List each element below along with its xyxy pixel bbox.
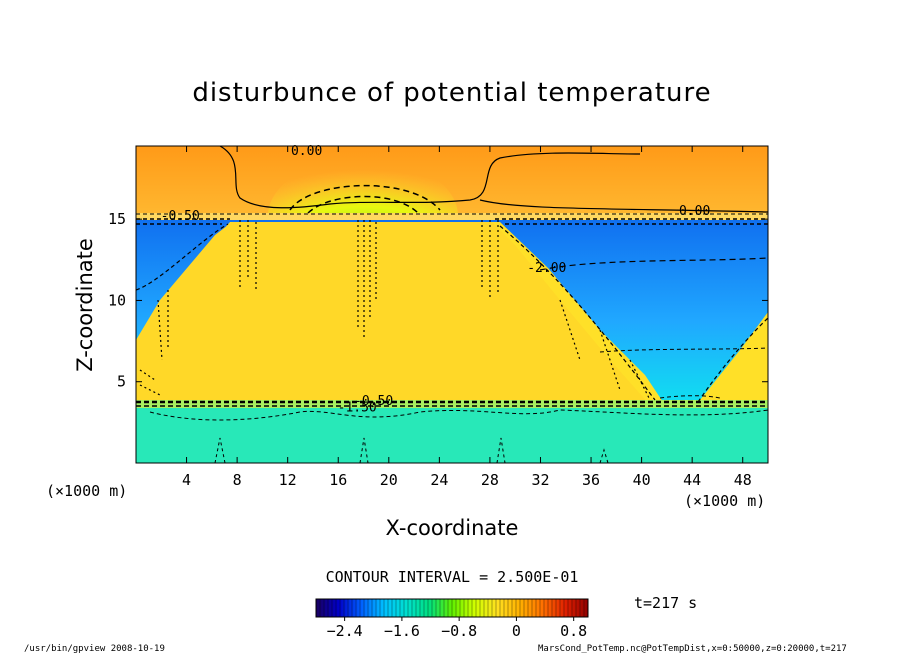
y-tick-label: 5 [117, 373, 126, 391]
time-label: t=217 s [634, 594, 697, 612]
colorbar-ticks: −2.4 −1.6 −0.8 0 0.8 [327, 617, 587, 640]
contour-label: -1.50 [338, 401, 377, 416]
colorbar-tick-label: −0.8 [441, 622, 477, 640]
colorbar-stripes [315, 599, 589, 617]
x-unit-right: (×1000 m) [684, 492, 765, 510]
colorbar-tick-label: 0 [512, 622, 521, 640]
contour-dome-inner [307, 195, 419, 214]
colorbar-tick-label: 0.8 [560, 622, 587, 640]
colorbar-tick-label: −2.4 [327, 622, 363, 640]
colorbar-tick-label: −1.6 [384, 622, 420, 640]
x-tick-label: 8 [233, 471, 242, 489]
x-axis-title: X-coordinate [386, 516, 519, 540]
contour-cold-1 [539, 257, 768, 271]
x-tick-label: 32 [531, 471, 549, 489]
contour-spikes [214, 437, 609, 463]
y-axis-title: Z-coordinate [73, 238, 97, 372]
bottom-interface [136, 400, 768, 408]
interface-band [136, 213, 768, 220]
colorbar: −2.4 −1.6 −0.8 0 0.8 [315, 598, 589, 640]
x-tick-label: 40 [633, 471, 651, 489]
y-tick-label: 15 [108, 210, 126, 228]
x-tick-label: 36 [582, 471, 600, 489]
x-tick-label: 16 [329, 471, 347, 489]
contour-zero-top [219, 146, 641, 209]
contour-labels: 0.000.00-0.50-2.00-0.50-1.50 [161, 144, 711, 416]
contour-label: 0.00 [679, 204, 710, 219]
contour-left-slope [136, 223, 229, 291]
footer-right: MarsCond_PotTemp.nc@PotTempDist,x=0:5000… [538, 644, 847, 654]
x-tick-label: 4 [182, 471, 191, 489]
bottom-layer [136, 405, 768, 463]
contour-dome-outer [289, 184, 441, 211]
footer-left: /usr/bin/gpview 2008-10-19 [24, 644, 165, 654]
x-tick-label: 20 [380, 471, 398, 489]
x-tick-label: 12 [279, 471, 297, 489]
contour-label: -0.50 [161, 209, 200, 224]
y-tick-label: 10 [108, 291, 126, 309]
contour-label: -0.50 [354, 394, 393, 409]
warm-body-core [136, 222, 650, 405]
y-axis-ticks: 5 10 15 [108, 210, 768, 391]
contour-cold-2 [599, 347, 768, 353]
heatmap-field [136, 146, 768, 463]
contour-right-wedge [697, 317, 768, 403]
contour-label: 0.00 [291, 144, 322, 159]
x-axis-ticks: 4 8 12 16 20 24 28 32 36 40 44 48 [182, 146, 752, 489]
plot-frame [135, 145, 769, 464]
chart-title: disturbunce of potential temperature [192, 78, 711, 108]
contour-bottom-wavy [149, 409, 768, 421]
x-unit-left: (×1000 m) [46, 482, 127, 500]
right-warm-wedge [696, 312, 768, 405]
contour-interval-text: CONTOUR INTERVAL = 2.500E-01 [326, 568, 579, 586]
x-tick-label: 48 [734, 471, 752, 489]
contour-right-slope [499, 225, 656, 401]
convective-plumes [139, 220, 651, 401]
contour-label: -2.00 [527, 261, 566, 276]
contour-cold-3 [659, 395, 721, 399]
x-tick-label: 24 [430, 471, 448, 489]
contour-zero-right [479, 199, 768, 213]
x-tick-label: 44 [683, 471, 701, 489]
x-tick-label: 28 [481, 471, 499, 489]
